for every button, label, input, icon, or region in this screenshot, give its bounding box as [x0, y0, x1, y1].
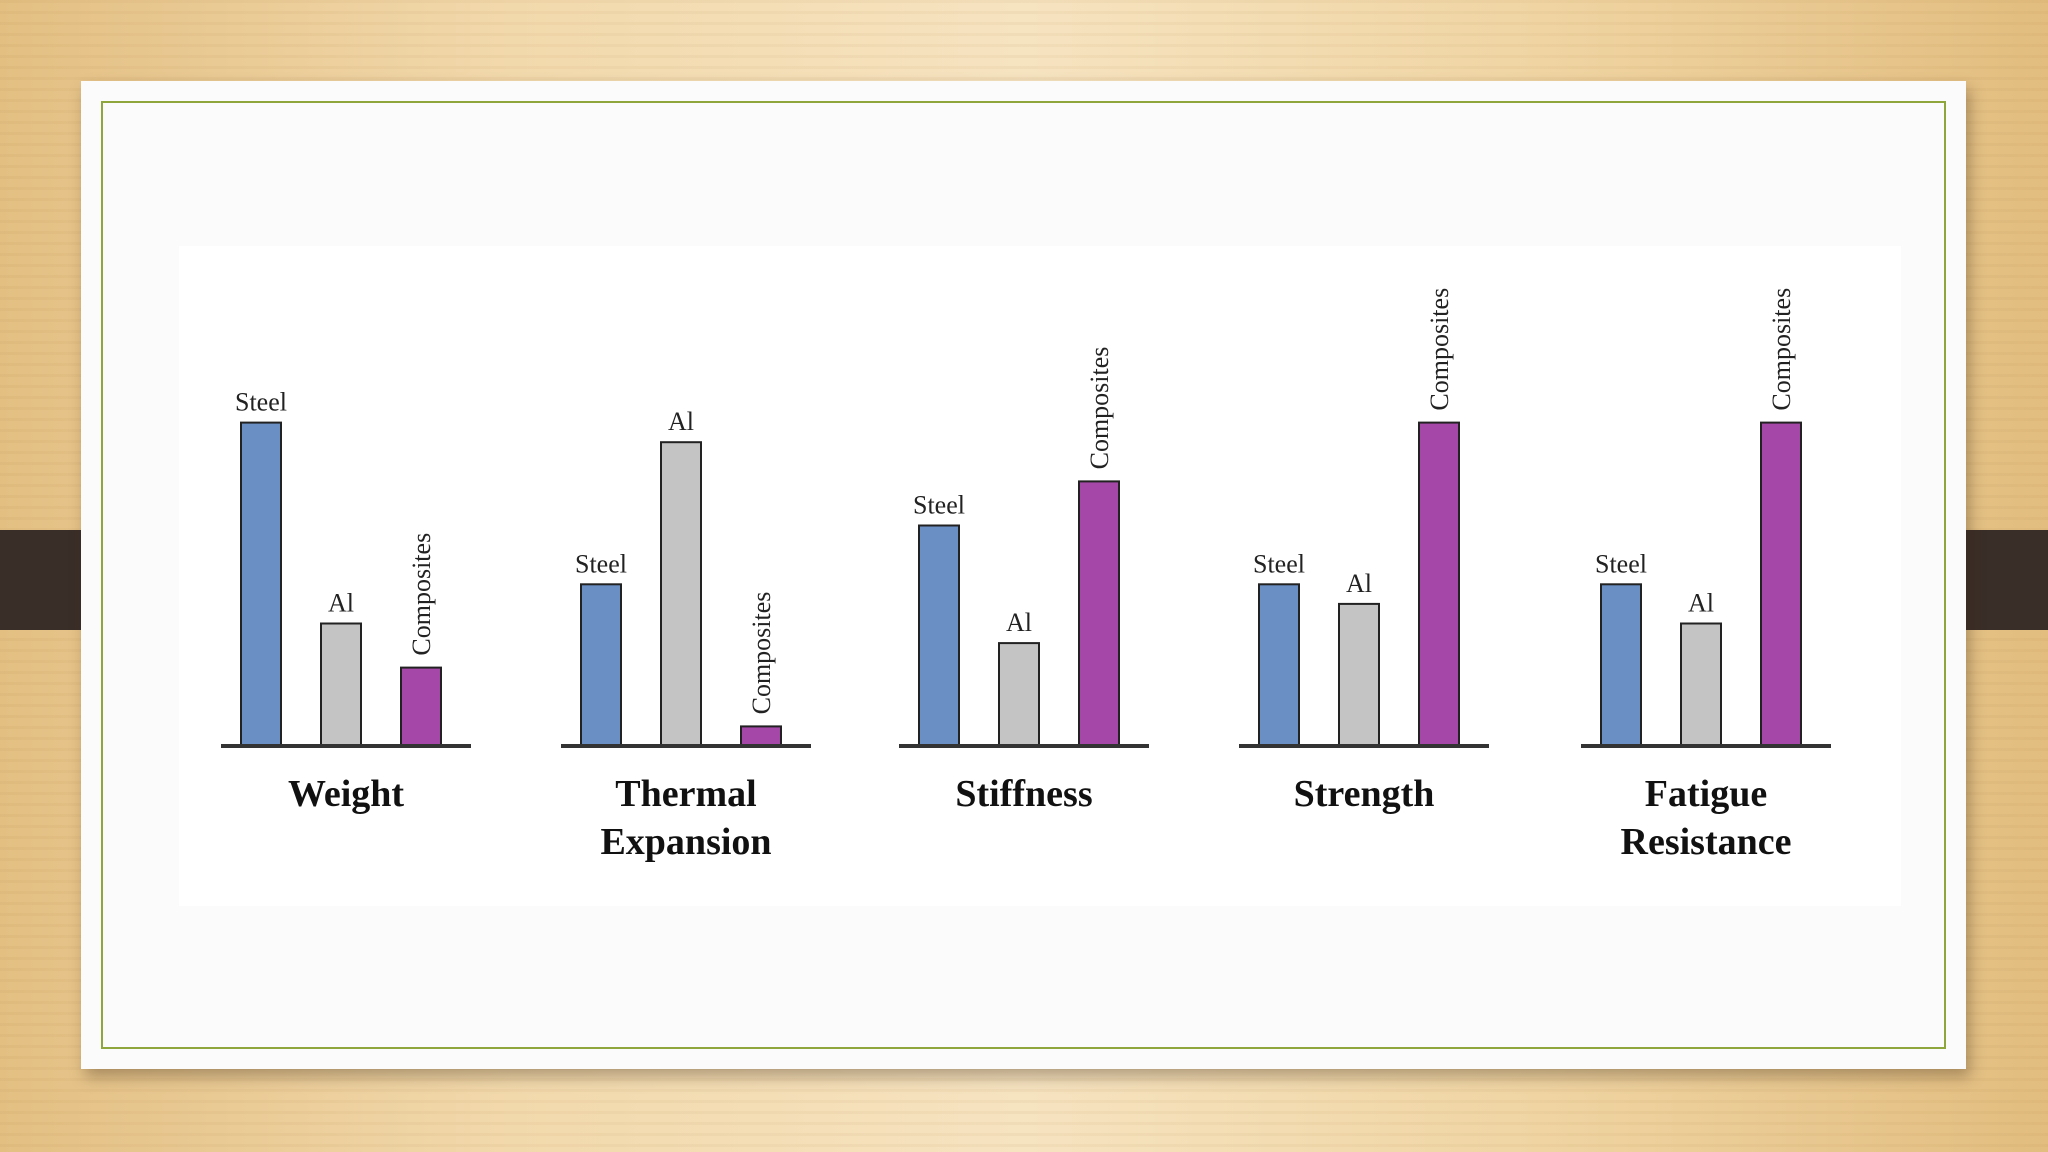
bar-chart: Steel Al Composites Weight Steel Al Composites…	[221, 288, 1831, 863]
bar-composites	[1760, 421, 1802, 747]
bar-label-steel: Steel	[1595, 549, 1647, 578]
bar-composites	[400, 666, 442, 748]
group-title: Stiffness	[955, 773, 1092, 815]
bar-composites	[740, 725, 782, 747]
bar-label-al: Al	[668, 407, 694, 436]
bar-composites	[1078, 480, 1120, 747]
bar-composites	[1418, 421, 1460, 747]
bar-group-0: Steel Al Composites Weight	[221, 388, 471, 815]
bar-label-composites: Composites	[1767, 288, 1796, 411]
bar-label-steel: Steel	[235, 388, 287, 417]
bar-label-composites: Composites	[1425, 288, 1454, 411]
group-title: Resistance	[1621, 821, 1792, 863]
bar-label-composites: Composites	[407, 533, 436, 656]
bar-steel	[1258, 583, 1300, 747]
bar-al	[320, 622, 362, 747]
bar-label-al: Al	[1346, 569, 1372, 598]
group-title: Strength	[1294, 773, 1435, 815]
bar-group-4: Steel Al Composites Fatigue Resistance	[1581, 288, 1831, 863]
bar-al	[660, 441, 702, 747]
bar-steel	[240, 421, 282, 747]
bar-label-steel: Steel	[575, 549, 627, 578]
group-title: Expansion	[600, 821, 771, 863]
bar-group-2: Steel Al Composites Stiffness	[899, 347, 1149, 815]
bar-label-al: Al	[1006, 608, 1032, 637]
chart-panel: Steel Al Composites Weight Steel Al Composites…	[179, 246, 1901, 906]
bar-label-composites: Composites	[1085, 347, 1114, 470]
bar-steel	[580, 583, 622, 747]
bar-label-steel: Steel	[1253, 549, 1305, 578]
slide: Steel Al Composites Weight Steel Al Composites…	[81, 81, 1966, 1069]
group-title: Weight	[288, 773, 404, 815]
bar-label-steel: Steel	[913, 491, 965, 520]
bar-steel	[918, 524, 960, 747]
group-title: Fatigue	[1645, 773, 1767, 815]
bar-group-1: Steel Al Composites Thermal Expansion	[561, 407, 811, 863]
bar-label-al: Al	[328, 589, 354, 618]
slide-frame	[101, 101, 1946, 1049]
bar-group-3: Steel Al Composites Strength	[1239, 288, 1489, 815]
bar-steel	[1600, 583, 1642, 747]
bar-al	[1338, 602, 1380, 747]
bar-label-composites: Composites	[747, 592, 776, 715]
bar-label-al: Al	[1688, 589, 1714, 618]
bar-al	[998, 642, 1040, 748]
group-title: Thermal	[615, 773, 756, 815]
bar-al	[1680, 622, 1722, 747]
